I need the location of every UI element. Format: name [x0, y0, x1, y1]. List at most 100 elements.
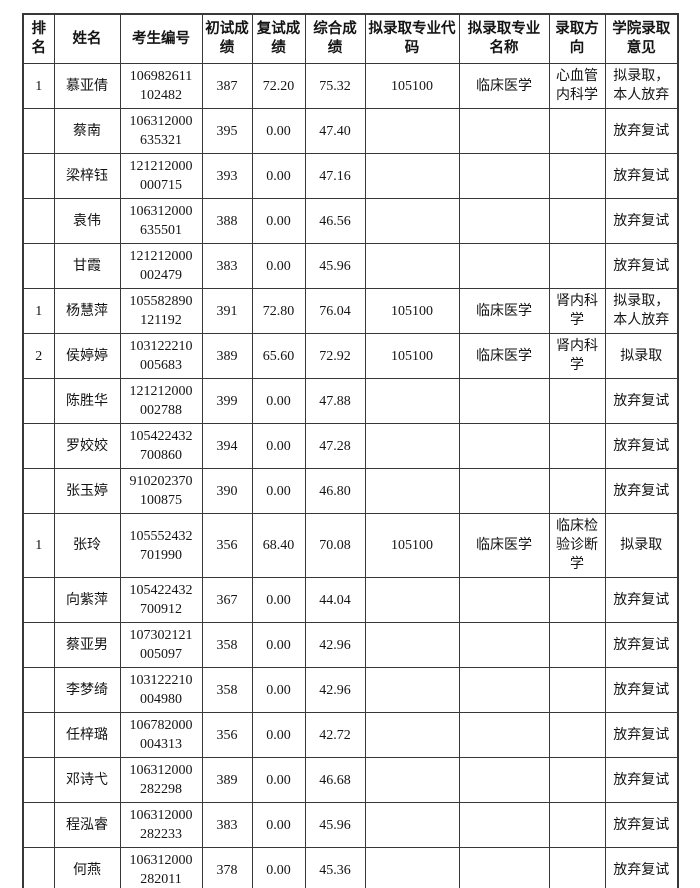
cell-rank: [22, 108, 55, 154]
header-cell-composite-score: 综合成绩: [304, 13, 366, 64]
table-row: 任梓璐 106782000004313 356 0.00 42.72 放弃复试: [22, 712, 679, 758]
cell-name: 袁伟: [53, 198, 121, 244]
header-cell-initial-score: 初试成绩: [201, 13, 253, 64]
cell-initial-score: 388: [201, 198, 253, 244]
cell-major-name: [458, 847, 550, 888]
cell-composite-score: 47.40: [304, 108, 366, 154]
cell-major-name: 临床医学: [458, 333, 550, 379]
cell-composite-score: 45.36: [304, 847, 366, 888]
cell-opinion: 拟录取，本人放弃: [604, 288, 679, 334]
cell-major-name: 临床医学: [458, 288, 550, 334]
cell-retest-score: 0.00: [251, 667, 306, 713]
cell-direction: 肾内科学: [548, 333, 606, 379]
table-row: 何燕 106312000282011 378 0.00 45.36 放弃复试: [22, 847, 679, 888]
cell-retest-score: 0.00: [251, 198, 306, 244]
header-cell-name: 姓名: [53, 13, 121, 64]
cell-major-code: [364, 802, 460, 848]
cell-major-name: [458, 198, 550, 244]
cell-initial-score: 394: [201, 423, 253, 469]
cell-major-name: 临床医学: [458, 513, 550, 578]
cell-major-name: [458, 712, 550, 758]
cell-composite-score: 46.68: [304, 757, 366, 803]
table-row: 程泓睿 106312000282233 383 0.00 45.96 放弃复试: [22, 802, 679, 848]
cell-opinion: 放弃复试: [604, 153, 679, 199]
header-cell-retest-score: 复试成绩: [251, 13, 306, 64]
cell-candidate-id: 121212000002479: [119, 243, 203, 289]
cell-candidate-id: 106312000282298: [119, 757, 203, 803]
header-cell-direction: 录取方向: [548, 13, 606, 64]
header-row: 排名 姓名 考生编号 初试成绩 复试成绩 综合成绩 拟录取专业代码 拟录取专业名称 录取方向 学院…: [22, 13, 679, 64]
cell-opinion: 拟录取: [604, 513, 679, 578]
cell-initial-score: 390: [201, 468, 253, 514]
cell-major-name: [458, 577, 550, 623]
cell-composite-score: 42.96: [304, 622, 366, 668]
cell-rank: [22, 622, 55, 668]
table-row: 蔡南 106312000635321 395 0.00 47.40 放弃复试: [22, 108, 679, 154]
cell-major-name: 临床医学: [458, 63, 550, 109]
cell-direction: [548, 712, 606, 758]
cell-composite-score: 47.88: [304, 378, 366, 424]
cell-direction: [548, 802, 606, 848]
cell-major-name: [458, 108, 550, 154]
cell-retest-score: 0.00: [251, 468, 306, 514]
cell-candidate-id: 107302121005097: [119, 622, 203, 668]
cell-major-code: [364, 622, 460, 668]
cell-direction: [548, 243, 606, 289]
cell-retest-score: 0.00: [251, 378, 306, 424]
cell-major-code: [364, 378, 460, 424]
table-row: 1 张玲 105552432701990 356 68.40 70.08 105100 临床医…: [22, 513, 679, 578]
cell-initial-score: 393: [201, 153, 253, 199]
cell-rank: [22, 378, 55, 424]
cell-opinion: 放弃复试: [604, 757, 679, 803]
cell-major-code: [364, 577, 460, 623]
cell-major-code: [364, 847, 460, 888]
table-row: 1 杨慧萍 105582890121192 391 72.80 76.04 105100 临床…: [22, 288, 679, 334]
cell-name: 蔡南: [53, 108, 121, 154]
cell-direction: [548, 153, 606, 199]
cell-direction: [548, 198, 606, 244]
cell-major-code: [364, 712, 460, 758]
cell-rank: 1: [22, 63, 55, 109]
table-row: 李梦绮 103122210004980 358 0.00 42.96 放弃复试: [22, 667, 679, 713]
header-cell-major-name: 拟录取专业名称: [458, 13, 550, 64]
cell-major-code: [364, 667, 460, 713]
cell-retest-score: 0.00: [251, 153, 306, 199]
cell-opinion: 放弃复试: [604, 847, 679, 888]
cell-retest-score: 0.00: [251, 712, 306, 758]
cell-composite-score: 42.96: [304, 667, 366, 713]
cell-opinion: 放弃复试: [604, 243, 679, 289]
table-row: 2 侯婷婷 103122210005683 389 65.60 72.92 105100 临床…: [22, 333, 679, 379]
cell-retest-score: 0.00: [251, 847, 306, 888]
table-row: 张玉婷 910202370100875 390 0.00 46.80 放弃复试: [22, 468, 679, 514]
cell-opinion: 放弃复试: [604, 712, 679, 758]
cell-major-code: 105100: [364, 333, 460, 379]
cell-candidate-id: 106782000004313: [119, 712, 203, 758]
cell-initial-score: 389: [201, 333, 253, 379]
cell-retest-score: 0.00: [251, 802, 306, 848]
cell-opinion: 放弃复试: [604, 423, 679, 469]
cell-direction: 肾内科学: [548, 288, 606, 334]
cell-rank: [22, 757, 55, 803]
cell-rank: [22, 667, 55, 713]
cell-initial-score: 358: [201, 667, 253, 713]
cell-composite-score: 47.16: [304, 153, 366, 199]
cell-opinion: 放弃复试: [604, 108, 679, 154]
cell-retest-score: 0.00: [251, 243, 306, 289]
cell-name: 何燕: [53, 847, 121, 888]
cell-retest-score: 0.00: [251, 757, 306, 803]
cell-opinion: 放弃复试: [604, 667, 679, 713]
cell-name: 张玲: [53, 513, 121, 578]
cell-opinion: 放弃复试: [604, 577, 679, 623]
table-row: 邓诗弋 106312000282298 389 0.00 46.68 放弃复试: [22, 757, 679, 803]
cell-initial-score: 358: [201, 622, 253, 668]
cell-initial-score: 356: [201, 712, 253, 758]
cell-opinion: 拟录取: [604, 333, 679, 379]
cell-direction: [548, 378, 606, 424]
cell-composite-score: 46.80: [304, 468, 366, 514]
cell-name: 罗姣姣: [53, 423, 121, 469]
cell-name: 杨慧萍: [53, 288, 121, 334]
cell-name: 陈胜华: [53, 378, 121, 424]
table-row: 陈胜华 121212000002788 399 0.00 47.88 放弃复试: [22, 378, 679, 424]
cell-major-code: [364, 468, 460, 514]
